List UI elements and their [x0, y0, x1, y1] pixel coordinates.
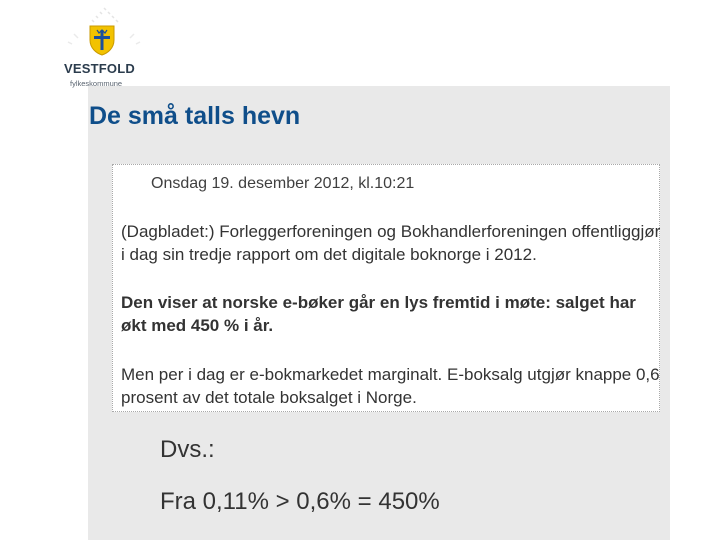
conclusion-label: Dvs.: — [160, 436, 215, 463]
article-paragraph-3: Men per i dag er e-bokmarkedet marginalt… — [121, 365, 660, 407]
article-dateline: Onsdag 19. desember 2012, kl.10:21 — [151, 175, 415, 192]
brand-name: VESTFOLD — [64, 61, 135, 76]
vestfold-logo: VESTFOLD fylkeskommune — [44, 4, 164, 96]
coat-of-arms-icon — [89, 25, 115, 56]
slide-title: De små talls hevn — [89, 102, 301, 130]
brand-subtitle: fylkeskommune — [70, 79, 123, 88]
conclusion-formula: Fra 0,11% > 0,6% = 450% — [160, 488, 440, 515]
news-article-box: Onsdag 19. desember 2012, kl.10:21 (Dagb… — [112, 164, 660, 412]
logo-decoration-icon — [67, 7, 141, 45]
article-paragraph-1: (Dagbladet:) Forleggerforeningen og Bokh… — [121, 222, 661, 264]
article-paragraph-2: Den viser at norske e-bøker går en lys f… — [121, 293, 636, 335]
